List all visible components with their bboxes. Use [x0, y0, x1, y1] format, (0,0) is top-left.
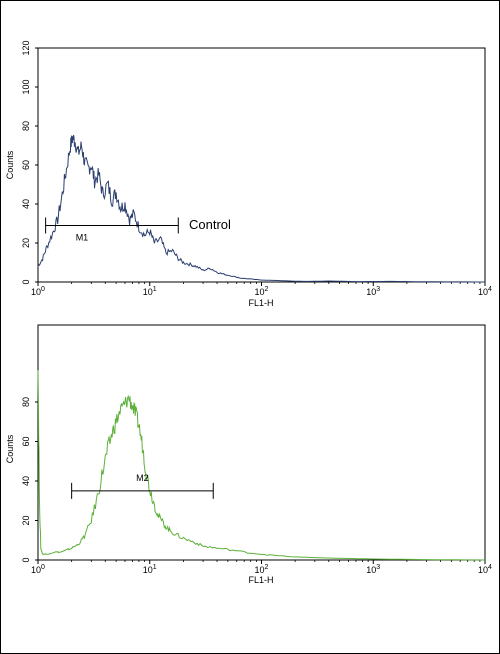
y-tick-label: 20 — [21, 238, 31, 248]
series-line-sample — [37, 370, 486, 561]
x-tick-label: 101 — [143, 286, 157, 297]
x-tick-label: 104 — [478, 286, 492, 297]
series-line-control — [37, 134, 485, 283]
x-axis-ticks: 100 101 102 103 104 — [31, 282, 492, 297]
y-tick-label: 20 — [21, 515, 31, 525]
plot-area — [37, 47, 486, 283]
histogram-panel-sample: 0 20 40 60 80 100 101 102 103 104 Counts FL1-H M… — [5, 324, 492, 585]
y-axis-label: Counts — [5, 434, 15, 463]
y-tick-label: 0 — [21, 557, 31, 562]
marker-m1-label: M1 — [76, 232, 89, 242]
plot-area — [37, 324, 486, 561]
y-tick-label: 80 — [21, 397, 31, 407]
x-axis-label: FL1-H — [248, 298, 273, 308]
x-tick-label: 102 — [255, 286, 269, 297]
marker-m2-label: M2 — [136, 473, 149, 483]
x-tick-label: 103 — [366, 286, 380, 297]
histogram-panel-control: 0 20 40 60 80 100 120 100 101 102 103 104 Counts F… — [5, 40, 492, 308]
y-tick-label: 100 — [21, 79, 31, 94]
y-tick-label: 40 — [21, 199, 31, 209]
marker-m2: M2 — [71, 473, 214, 499]
x-axis-label: FL1-H — [248, 575, 273, 585]
x-tick-label: 100 — [31, 564, 45, 575]
y-axis-label: Counts — [5, 150, 15, 179]
control-annotation: Control — [189, 217, 231, 232]
y-tick-label: 120 — [21, 40, 31, 55]
y-tick-label: 40 — [21, 476, 31, 486]
x-tick-label: 102 — [255, 564, 269, 575]
marker-m1: M1 — [45, 217, 179, 242]
y-tick-label: 80 — [21, 121, 31, 131]
x-tick-label: 101 — [143, 564, 157, 575]
y-tick-label: 60 — [21, 436, 31, 446]
y-tick-label: 60 — [21, 160, 31, 170]
y-axis-ticks: 0 20 40 60 80 — [21, 397, 38, 563]
x-tick-label: 104 — [478, 564, 492, 575]
x-tick-label: 100 — [31, 286, 45, 297]
x-tick-label: 103 — [366, 564, 380, 575]
y-axis-ticks: 0 20 40 60 80 100 120 — [21, 40, 38, 285]
x-axis-ticks: 100 101 102 103 104 — [31, 560, 492, 575]
y-tick-label: 0 — [21, 279, 31, 284]
